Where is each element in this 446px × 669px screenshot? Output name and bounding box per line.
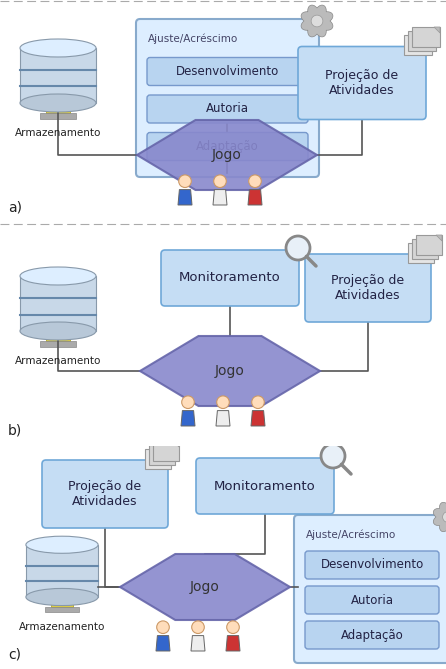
Ellipse shape bbox=[26, 589, 98, 605]
Circle shape bbox=[157, 621, 169, 634]
FancyBboxPatch shape bbox=[305, 254, 431, 322]
Polygon shape bbox=[120, 554, 290, 620]
Polygon shape bbox=[137, 120, 317, 190]
Polygon shape bbox=[216, 411, 230, 426]
FancyBboxPatch shape bbox=[196, 458, 334, 514]
FancyBboxPatch shape bbox=[147, 58, 308, 86]
FancyBboxPatch shape bbox=[305, 586, 439, 614]
Polygon shape bbox=[191, 636, 205, 651]
Text: Projeção de
Atividades: Projeção de Atividades bbox=[331, 274, 405, 302]
Circle shape bbox=[192, 621, 204, 634]
FancyBboxPatch shape bbox=[408, 31, 436, 51]
Polygon shape bbox=[181, 411, 195, 426]
Text: Projeção de
Atividades: Projeção de Atividades bbox=[68, 480, 141, 508]
Polygon shape bbox=[434, 502, 446, 532]
Ellipse shape bbox=[26, 536, 98, 553]
Circle shape bbox=[286, 236, 310, 260]
Polygon shape bbox=[20, 276, 96, 331]
Polygon shape bbox=[226, 636, 240, 651]
Polygon shape bbox=[46, 331, 70, 341]
Text: Jogo: Jogo bbox=[215, 364, 245, 378]
Polygon shape bbox=[251, 411, 265, 426]
FancyBboxPatch shape bbox=[294, 515, 446, 663]
Polygon shape bbox=[50, 597, 74, 607]
Text: Ajuste/Acréscimo: Ajuste/Acréscimo bbox=[148, 33, 238, 43]
FancyBboxPatch shape bbox=[305, 621, 439, 649]
Polygon shape bbox=[178, 189, 192, 205]
Polygon shape bbox=[156, 636, 170, 651]
Text: Autoria: Autoria bbox=[351, 593, 393, 607]
FancyBboxPatch shape bbox=[149, 445, 175, 465]
FancyBboxPatch shape bbox=[416, 235, 442, 255]
Circle shape bbox=[217, 396, 229, 409]
Text: Ajuste/Acréscimo: Ajuste/Acréscimo bbox=[306, 529, 396, 539]
Ellipse shape bbox=[20, 267, 96, 285]
Text: Armazenamento: Armazenamento bbox=[19, 622, 105, 632]
Text: Adaptação: Adaptação bbox=[341, 628, 403, 642]
Text: Armazenamento: Armazenamento bbox=[15, 128, 101, 138]
Text: c): c) bbox=[8, 647, 21, 661]
Ellipse shape bbox=[20, 94, 96, 112]
Polygon shape bbox=[173, 441, 179, 447]
Polygon shape bbox=[45, 607, 79, 612]
Text: Desenvolvimento: Desenvolvimento bbox=[320, 559, 424, 571]
Circle shape bbox=[442, 512, 446, 522]
Text: Projeção de
Atividades: Projeção de Atividades bbox=[326, 69, 399, 97]
FancyBboxPatch shape bbox=[305, 551, 439, 579]
FancyBboxPatch shape bbox=[136, 19, 319, 177]
Polygon shape bbox=[140, 336, 320, 406]
Circle shape bbox=[182, 396, 194, 409]
Ellipse shape bbox=[20, 39, 96, 57]
Text: Monitoramento: Monitoramento bbox=[214, 480, 316, 492]
Text: b): b) bbox=[8, 424, 22, 438]
FancyBboxPatch shape bbox=[161, 250, 299, 306]
FancyBboxPatch shape bbox=[408, 243, 434, 263]
Text: Adaptação: Adaptação bbox=[196, 140, 259, 153]
Text: Autoria: Autoria bbox=[206, 102, 249, 116]
Text: Desenvolvimento: Desenvolvimento bbox=[176, 65, 279, 78]
Polygon shape bbox=[301, 5, 333, 37]
FancyBboxPatch shape bbox=[147, 132, 308, 161]
FancyBboxPatch shape bbox=[404, 35, 432, 55]
Ellipse shape bbox=[20, 322, 96, 340]
Polygon shape bbox=[40, 113, 76, 119]
FancyBboxPatch shape bbox=[147, 95, 308, 123]
Polygon shape bbox=[40, 341, 76, 347]
Circle shape bbox=[227, 621, 240, 634]
Polygon shape bbox=[26, 545, 98, 597]
Polygon shape bbox=[20, 48, 96, 103]
Text: a): a) bbox=[8, 201, 22, 215]
Text: Jogo: Jogo bbox=[212, 148, 242, 162]
FancyBboxPatch shape bbox=[153, 441, 179, 461]
FancyBboxPatch shape bbox=[412, 27, 440, 47]
Circle shape bbox=[321, 444, 345, 468]
Circle shape bbox=[214, 175, 226, 187]
Polygon shape bbox=[436, 235, 442, 241]
Circle shape bbox=[252, 396, 264, 409]
Polygon shape bbox=[46, 103, 70, 113]
Circle shape bbox=[311, 15, 323, 27]
Text: Armazenamento: Armazenamento bbox=[15, 356, 101, 366]
Polygon shape bbox=[213, 189, 227, 205]
Polygon shape bbox=[434, 27, 440, 33]
FancyBboxPatch shape bbox=[145, 449, 171, 469]
Text: Jogo: Jogo bbox=[190, 580, 220, 594]
Circle shape bbox=[179, 175, 191, 187]
Polygon shape bbox=[248, 189, 262, 205]
Circle shape bbox=[249, 175, 261, 187]
Text: Monitoramento: Monitoramento bbox=[179, 272, 281, 284]
FancyBboxPatch shape bbox=[412, 239, 438, 259]
FancyBboxPatch shape bbox=[42, 460, 168, 528]
FancyBboxPatch shape bbox=[298, 47, 426, 120]
